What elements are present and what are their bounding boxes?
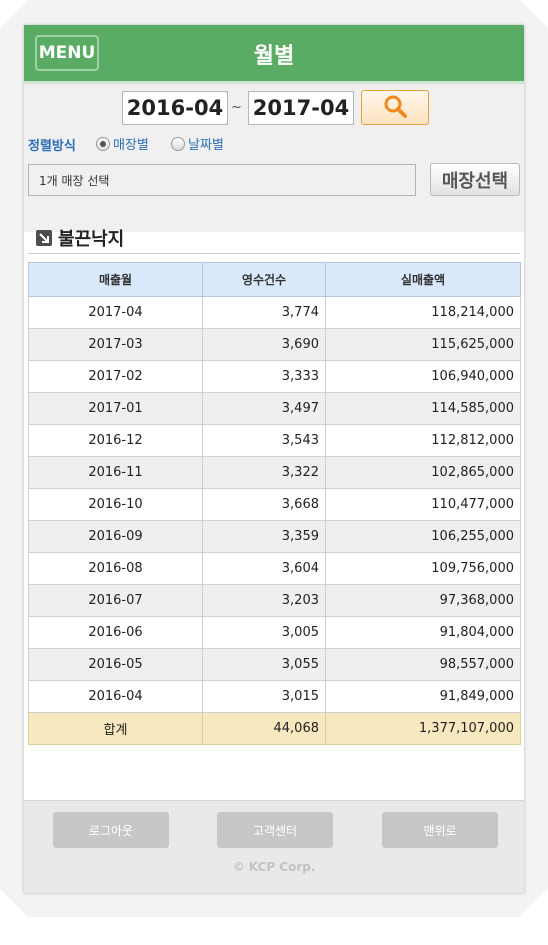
table-row: 2016-06 3,005 91,804,000 — [28, 616, 521, 649]
table-row: 2016-04 3,015 91,849,000 — [28, 680, 521, 713]
table-row: 2016-08 3,604 109,756,000 — [28, 552, 521, 585]
table-row: 2017-02 3,333 106,940,000 — [28, 360, 521, 393]
cell-month: 2017-04 — [28, 296, 203, 329]
cell-sales: 91,804,000 — [325, 616, 521, 649]
monthly-sales-table: 매출월 영수건수 실매출액 2017-04 3,774 118,214,000 … — [28, 262, 521, 745]
cell-sales: 115,625,000 — [325, 328, 521, 361]
section-divider — [28, 253, 520, 254]
search-icon — [382, 93, 408, 123]
cell-month: 2016-09 — [28, 520, 203, 553]
radio-selected-icon — [96, 136, 110, 151]
cell-receipts: 3,015 — [202, 680, 326, 713]
cell-sales: 112,812,000 — [325, 424, 521, 457]
cell-month: 2016-06 — [28, 616, 203, 649]
copyright-text: © KCP Corp. — [232, 860, 316, 874]
cell-month: 2016-08 — [28, 552, 203, 585]
cell-month: 2016-07 — [28, 584, 203, 617]
date-from-input[interactable]: 2016-04 — [122, 91, 228, 125]
cell-month: 2017-01 — [28, 392, 203, 425]
customer-center-button[interactable]: 고객센터 — [217, 812, 333, 848]
sort-option-date-label: 날짜별 — [188, 138, 224, 153]
date-to-input[interactable]: 2017-04 — [248, 91, 354, 125]
page-title: 월별 — [253, 44, 295, 69]
col-header-sales: 실매출액 — [325, 262, 521, 297]
cell-receipts: 3,322 — [202, 456, 326, 489]
cell-month: 2016-11 — [28, 456, 203, 489]
total-label: 합계 — [28, 712, 203, 745]
cell-receipts: 3,690 — [202, 328, 326, 361]
cell-receipts: 3,005 — [202, 616, 326, 649]
cell-sales: 97,368,000 — [325, 584, 521, 617]
sort-option-store-label: 매장별 — [113, 138, 149, 153]
table-row: 2017-01 3,497 114,585,000 — [28, 392, 521, 425]
cell-receipts: 3,543 — [202, 424, 326, 457]
cell-receipts: 3,055 — [202, 648, 326, 681]
radio-unselected-icon — [171, 136, 185, 151]
table-row: 2017-04 3,774 118,214,000 — [28, 296, 521, 329]
cell-receipts: 3,359 — [202, 520, 326, 553]
store-name: 불끈낙지 — [58, 229, 125, 250]
selected-store-field[interactable]: 1개 매장 선택 — [28, 164, 416, 196]
cell-month: 2017-02 — [28, 360, 203, 393]
cell-sales: 109,756,000 — [325, 552, 521, 585]
sort-radio-store[interactable]: 매장별 — [96, 134, 149, 153]
table-row: 2016-09 3,359 106,255,000 — [28, 520, 521, 553]
table-header-row: 매출월 영수건수 실매출액 — [28, 262, 521, 297]
col-header-receipts: 영수건수 — [202, 262, 326, 297]
table-row: 2016-12 3,543 112,812,000 — [28, 424, 521, 457]
store-section-title: 불끈낙지 — [36, 225, 124, 251]
filter-panel: 2016-04 ~ 2017-04 정렬방식 매장별 날짜별 1개 매장 선택 … — [24, 84, 524, 232]
col-header-month: 매출월 — [28, 262, 203, 297]
cell-receipts: 3,203 — [202, 584, 326, 617]
app-screen: MENU 월별 2016-04 ~ 2017-04 정렬방식 매장별 날짜별 1… — [24, 25, 524, 893]
sort-label: 정렬방식 — [28, 139, 76, 154]
cell-sales: 98,557,000 — [325, 648, 521, 681]
sort-radio-date[interactable]: 날짜별 — [171, 134, 224, 153]
store-select-button[interactable]: 매장선택 — [430, 163, 520, 196]
cell-month: 2016-05 — [28, 648, 203, 681]
table-row: 2016-07 3,203 97,368,000 — [28, 584, 521, 617]
top-bar: MENU 월별 — [24, 25, 524, 84]
cell-receipts: 3,604 — [202, 552, 326, 585]
cell-receipts: 3,774 — [202, 296, 326, 329]
total-row: 합계 44,068 1,377,107,000 — [28, 712, 521, 745]
cell-sales: 106,255,000 — [325, 520, 521, 553]
cell-sales: 102,865,000 — [325, 456, 521, 489]
cell-month: 2016-12 — [28, 424, 203, 457]
logout-button[interactable]: 로그아웃 — [53, 812, 169, 848]
table-row: 2016-05 3,055 98,557,000 — [28, 648, 521, 681]
cell-sales: 106,940,000 — [325, 360, 521, 393]
cell-sales: 118,214,000 — [325, 296, 521, 329]
cell-receipts: 3,333 — [202, 360, 326, 393]
arrow-down-right-icon — [36, 230, 52, 246]
date-separator: ~ — [231, 100, 242, 115]
cell-month: 2016-04 — [28, 680, 203, 713]
cell-month: 2016-10 — [28, 488, 203, 521]
scroll-top-button[interactable]: 맨위로 — [382, 812, 498, 848]
menu-button[interactable]: MENU — [35, 35, 99, 71]
total-sales: 1,377,107,000 — [325, 712, 521, 745]
cell-sales: 110,477,000 — [325, 488, 521, 521]
total-receipts: 44,068 — [202, 712, 326, 745]
cell-sales: 91,849,000 — [325, 680, 521, 713]
cell-month: 2017-03 — [28, 328, 203, 361]
table-row: 2016-10 3,668 110,477,000 — [28, 488, 521, 521]
table-row: 2016-11 3,322 102,865,000 — [28, 456, 521, 489]
cell-receipts: 3,668 — [202, 488, 326, 521]
cell-receipts: 3,497 — [202, 392, 326, 425]
footer: 로그아웃 고객센터 맨위로 © KCP Corp. — [24, 800, 524, 893]
table-row: 2017-03 3,690 115,625,000 — [28, 328, 521, 361]
search-button[interactable] — [361, 90, 429, 125]
cell-sales: 114,585,000 — [325, 392, 521, 425]
